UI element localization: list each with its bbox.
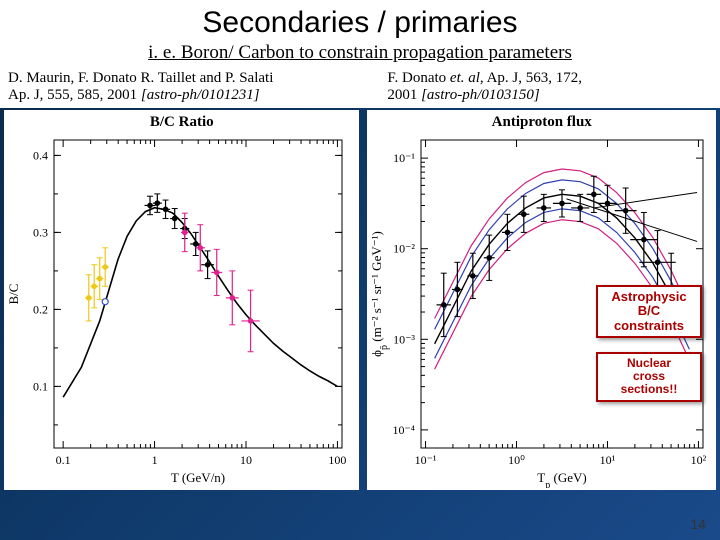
svg-text:10⁻²: 10⁻² [394,242,416,256]
chart-left-title: B/C Ratio [150,114,214,131]
svg-text:10⁰: 10⁰ [509,453,526,467]
page-number: 14 [690,516,706,532]
svg-text:0.1: 0.1 [56,453,71,467]
svg-text:0.3: 0.3 [33,225,48,239]
svg-text:0.4: 0.4 [33,148,48,162]
svg-text:10⁻³: 10⁻³ [394,332,416,346]
svg-text:10⁻⁴: 10⁻⁴ [393,423,416,437]
reference-left: D. Maurin, F. Donato R. Taillet and P. S… [8,70,387,104]
ref-right-line2: 2001 [astro-ph/0103150] [387,87,712,104]
annotation-astrophysics: Astrophysic B/C constraints [596,285,702,338]
ref-left-line2: Ap. J, 555, 585, 2001 [astro-ph/0101231] [8,87,381,104]
reference-right: F. Donato et. al, Ap. J, 563, 172, 2001 … [387,70,712,104]
svg-text:0.2: 0.2 [33,302,48,316]
chart-left-svg: 0.1 1 10 100 0.1 0.2 0.3 0.4 T (GeV/n) B/C [4,110,354,488]
svg-text:10: 10 [240,453,252,467]
svg-text:10⁻¹: 10⁻¹ [415,453,437,467]
references-row: D. Maurin, F. Donato R. Taillet and P. S… [0,68,720,108]
charts-row: B/C Ratio 0.1 1 10 100 0.1 0.2 0.3 0.4 T (GeV/n)… [0,110,720,490]
ref-right-line1: F. Donato et. al, Ap. J, 563, 172, [387,70,712,87]
svg-text:1: 1 [152,453,158,467]
svg-text:0.1: 0.1 [33,379,48,393]
ref-left-line1: D. Maurin, F. Donato R. Taillet and P. S… [8,70,381,87]
annotation-nuclear: Nuclear cross sections!! [596,352,702,402]
svg-text:10²: 10² [691,453,707,467]
slide: Secondaries / primaries i. e. Boron/ Car… [0,0,720,540]
chart-right-title: Antiproton flux [492,114,592,131]
svg-text:10⁻¹: 10⁻¹ [394,151,416,165]
slide-subtitle: i. e. Boron/ Carbon to constrain propaga… [0,42,720,68]
svg-text:Tp (GeV): Tp (GeV) [538,470,587,488]
svg-text:T (GeV/n): T (GeV/n) [171,470,225,485]
svg-text:B/C: B/C [6,284,21,305]
svg-text:100: 100 [328,453,346,467]
chart-antiproton: Antiproton flux 10⁻¹ 10⁰ 10¹ 10² 10⁻⁴ 10⁻³ 10⁻… [367,110,716,490]
chart-bc-ratio: B/C Ratio 0.1 1 10 100 0.1 0.2 0.3 0.4 T (GeV/n)… [4,110,359,490]
svg-text:ϕp̄ (m⁻² s⁻¹ sr⁻¹ GeV⁻¹): ϕp̄ (m⁻² s⁻¹ sr⁻¹ GeV⁻¹) [369,231,390,357]
slide-title: Secondaries / primaries [0,0,720,42]
svg-text:10¹: 10¹ [600,453,616,467]
